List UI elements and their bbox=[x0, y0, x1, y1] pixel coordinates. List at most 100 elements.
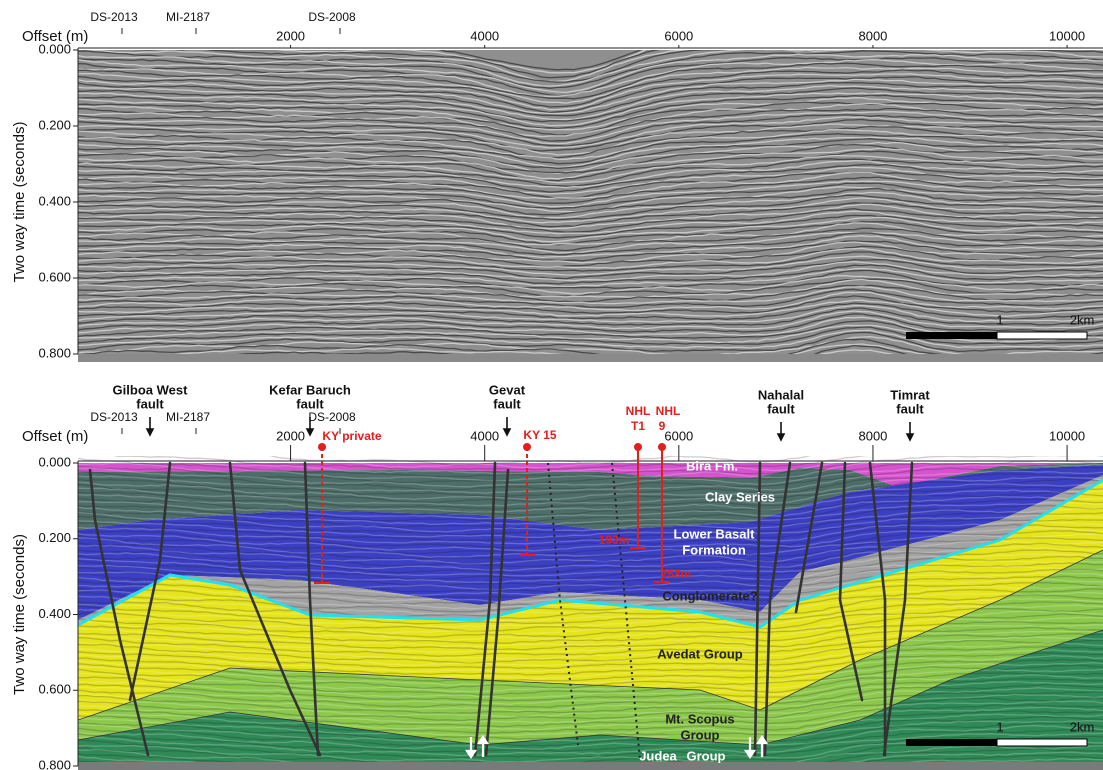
seismic-reflector bbox=[78, 703, 1103, 728]
well-head bbox=[523, 443, 531, 451]
fault-line bbox=[838, 461, 864, 702]
formation-label: Group bbox=[687, 748, 726, 763]
seismic-reflector bbox=[78, 329, 1103, 349]
seismic-reflector bbox=[78, 197, 1103, 224]
seismic-reflector bbox=[78, 331, 1103, 353]
seismic-reflector bbox=[78, 533, 1103, 558]
fault-label: Gilboa West bbox=[113, 382, 189, 397]
seismic-reflector bbox=[78, 84, 1103, 121]
y-tick-label: 0.800 bbox=[38, 345, 71, 360]
seismic-reflector bbox=[78, 706, 1103, 731]
seismic-reflector bbox=[78, 288, 1103, 309]
x-axis-label: Offset (m) bbox=[22, 28, 88, 45]
fault-arrow bbox=[145, 417, 155, 437]
seismic-reflector bbox=[78, 299, 1103, 317]
fault-label: Gevat bbox=[489, 382, 526, 397]
seismic-reflector bbox=[78, 601, 1103, 625]
fault-line bbox=[228, 461, 322, 757]
seismic-reflector bbox=[78, 313, 1103, 333]
x-tick-label: 6000 bbox=[664, 428, 693, 443]
seismic-reflector bbox=[78, 66, 1103, 104]
seismic-reflector bbox=[78, 62, 1103, 100]
seismic-reflector bbox=[78, 111, 1103, 145]
seismic-reflector bbox=[78, 50, 1103, 89]
seismic-reflector bbox=[78, 725, 1103, 750]
x-axis-label: Offset (m) bbox=[22, 428, 88, 445]
fault-line bbox=[753, 461, 762, 757]
seismic-reflector bbox=[78, 258, 1103, 280]
seismic-image bbox=[78, 50, 1103, 362]
seismic-reflector bbox=[78, 476, 1103, 501]
seismic-reflector bbox=[78, 662, 1103, 686]
seismic-line-label: MI-2187 bbox=[166, 10, 210, 24]
seismic-reflector bbox=[78, 456, 1103, 482]
seismic-reflector bbox=[78, 633, 1103, 657]
seismic-reflector bbox=[78, 674, 1103, 699]
y-tick-label: 0.000 bbox=[38, 454, 71, 469]
seismic-reflector bbox=[78, 182, 1103, 210]
seismic-reflector bbox=[78, 275, 1103, 295]
formation-label: Group bbox=[681, 727, 720, 742]
seismic-reflector bbox=[85, 50, 1103, 83]
seismic-reflector bbox=[78, 247, 1103, 269]
seismic-reflector bbox=[78, 227, 1103, 252]
seismic-reflector bbox=[78, 210, 1103, 235]
seismic-reflector bbox=[113, 456, 869, 471]
formation-label: Lower Basalt bbox=[674, 526, 756, 541]
formation-layer bbox=[78, 480, 1103, 720]
seismic-reflector bbox=[78, 176, 1103, 204]
seismic-reflector bbox=[78, 722, 1103, 747]
seismic-reflector bbox=[78, 527, 1103, 552]
y-tick-label: 0.200 bbox=[38, 530, 71, 545]
seismic-reflector bbox=[78, 295, 1103, 314]
fault-line bbox=[88, 468, 150, 757]
seismic-reflector bbox=[78, 158, 1103, 187]
seismic-reflector bbox=[78, 118, 1103, 152]
y-tick-label: 0.000 bbox=[38, 41, 71, 56]
seismic-reflector bbox=[78, 581, 1103, 606]
seismic-reflector bbox=[78, 58, 1103, 97]
fault-label: fault bbox=[493, 396, 521, 411]
seismic-reflector bbox=[78, 232, 1103, 256]
seismic-reflector bbox=[78, 57, 1103, 97]
scale-bar-label: 1 bbox=[996, 312, 1003, 327]
seismic-reflector bbox=[78, 658, 1103, 682]
seismic-reflector bbox=[78, 693, 1103, 718]
seismic-reflector bbox=[78, 491, 1103, 516]
seismic-reflector bbox=[78, 664, 1103, 690]
seismic-reflector bbox=[78, 278, 1103, 299]
top-panel: Offset (m) Two way time (seconds) 2000 4000… bbox=[11, 10, 1103, 362]
slip-arrow bbox=[464, 737, 478, 759]
seismic-reflector bbox=[78, 302, 1103, 321]
seismic-reflector bbox=[78, 504, 1103, 530]
scale-bar-white bbox=[996, 331, 1088, 340]
seismic-reflector bbox=[78, 154, 1103, 184]
seismic-reflector bbox=[78, 278, 1103, 297]
seismic-reflector bbox=[78, 585, 1103, 610]
fault-arrow bbox=[502, 417, 512, 437]
scale-bar-black bbox=[906, 739, 997, 746]
seismic-reflector bbox=[78, 136, 1103, 168]
x-tick-label: 10000 bbox=[1049, 28, 1085, 43]
x-tick-label: 8000 bbox=[858, 428, 887, 443]
formation-label: Mt. Scopus bbox=[665, 711, 734, 726]
seismic-reflector bbox=[78, 172, 1103, 200]
seismic-line-label: DS-2013 bbox=[90, 410, 138, 424]
fault-arrow bbox=[776, 422, 786, 442]
seismic-reflector bbox=[78, 286, 1103, 305]
fault-arrow bbox=[905, 422, 915, 442]
seismic-reflector bbox=[78, 495, 1103, 520]
seismic-reflector bbox=[78, 463, 1103, 488]
seismic-reflector bbox=[78, 645, 1103, 669]
seismic-reflector bbox=[78, 245, 1103, 268]
y-tick-label: 0.200 bbox=[38, 117, 71, 132]
fault-label: fault bbox=[296, 396, 324, 411]
seismic-reflector bbox=[78, 310, 1103, 330]
seismic-reflector bbox=[78, 241, 1103, 264]
seismic-reflector bbox=[78, 456, 1103, 478]
fault-line bbox=[794, 461, 824, 614]
seismic-reflector bbox=[78, 700, 1103, 724]
seismic-reflector bbox=[78, 572, 1103, 596]
formation-label: Avedat Group bbox=[657, 646, 743, 661]
